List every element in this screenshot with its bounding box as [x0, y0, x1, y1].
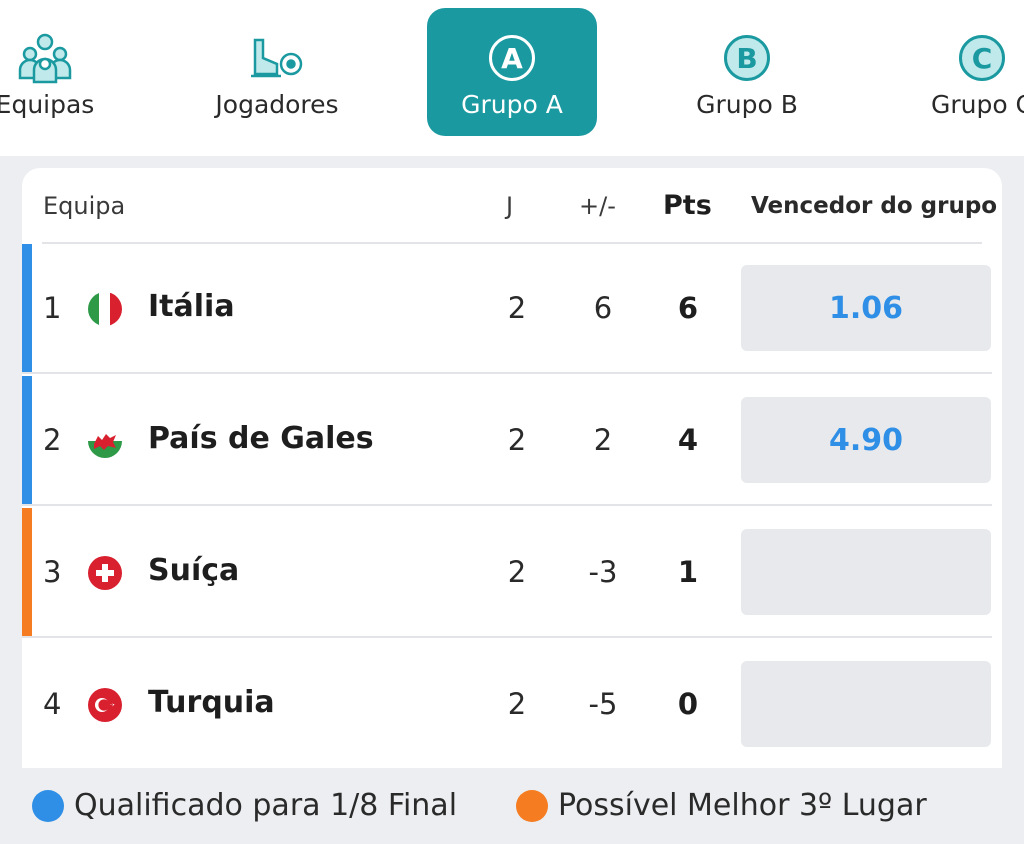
tab-label: Grupo A: [461, 90, 563, 119]
switzerland-flag-icon: [88, 556, 122, 590]
row-played: 2: [507, 555, 527, 589]
row-played: 2: [507, 291, 527, 325]
row-divider: [22, 636, 992, 638]
row-position: 3: [43, 555, 62, 589]
header-divider: [42, 242, 982, 244]
row-goal-diff: 2: [593, 423, 613, 457]
letter-a-badge-icon: A: [482, 30, 542, 86]
group-winner-odds-button[interactable]: [741, 529, 991, 615]
legend: Qualificado para 1/8 Final Possível Melh…: [0, 768, 1024, 844]
table-row[interactable]: 2 País de Gales 2 2 4 4.90: [22, 376, 1002, 506]
blue-dot-icon: [32, 789, 64, 822]
row-team-name: País de Gales: [148, 421, 374, 456]
header-points: Pts: [663, 190, 712, 221]
legend-qualified: Qualificado para 1/8 Final: [32, 788, 457, 823]
row-position: 4: [43, 687, 62, 721]
group-winner-odds-button[interactable]: [741, 661, 991, 747]
row-goal-diff: -3: [588, 555, 618, 589]
table-row[interactable]: 4 Turquia 2 -5 0: [22, 640, 1002, 768]
row-played: 2: [507, 687, 527, 721]
row-played: 2: [507, 423, 527, 457]
legend-possible-third-label: Possível Melhor 3º Lugar: [558, 788, 927, 823]
row-points: 4: [677, 423, 699, 457]
row-position: 2: [43, 423, 62, 457]
player-boot-ball-icon: [247, 30, 307, 86]
teams-icon: [15, 30, 75, 86]
table-header: Equipa J +/- Pts Vencedor do grupo: [22, 168, 1002, 244]
tab-label: Grupo C: [930, 90, 1024, 119]
header-team: Equipa: [43, 192, 126, 220]
wales-flag-icon: [88, 424, 122, 458]
tab-equipas[interactable]: Equipas: [0, 8, 130, 136]
row-team-name: Itália: [148, 289, 235, 324]
row-points: 0: [677, 687, 699, 721]
italy-flag-icon: [88, 292, 122, 326]
row-goal-diff: 6: [593, 291, 613, 325]
qualified-indicator: [22, 244, 32, 374]
row-position: 1: [43, 291, 62, 325]
row-divider: [22, 504, 992, 506]
tab-jogadores[interactable]: Jogadores: [192, 8, 362, 136]
legend-possible-third: Possível Melhor 3º Lugar: [516, 788, 927, 823]
row-points: 6: [677, 291, 699, 325]
qualified-indicator: [22, 376, 32, 506]
orange-dot-icon: [516, 789, 548, 822]
tab-grupo-b[interactable]: B Grupo B: [662, 8, 832, 136]
row-team-name: Turquia: [148, 685, 275, 720]
row-goal-diff: -5: [588, 687, 618, 721]
header-played: J: [506, 192, 514, 220]
standings-table: Equipa J +/- Pts Vencedor do grupo 1 Itá…: [22, 168, 1002, 768]
tab-grupo-a[interactable]: A Grupo A: [427, 8, 597, 136]
row-team-name: Suíça: [148, 553, 240, 588]
table-row[interactable]: 1 Itália 2 6 6 1.06: [22, 244, 1002, 374]
tab-grupo-c[interactable]: C Grupo C: [897, 8, 1024, 136]
turkey-flag-icon: [88, 688, 122, 722]
letter-c-badge-icon: C: [952, 30, 1012, 86]
group-tab-bar: Equipas Jogadores A Grupo A B Grupo B: [0, 0, 1024, 156]
possible-third-indicator: [22, 508, 32, 638]
group-winner-odds-button[interactable]: 4.90: [741, 397, 991, 483]
header-group-winner: Vencedor do grupo: [751, 193, 998, 219]
header-goal-diff: +/-: [579, 192, 616, 220]
tab-label: Equipas: [0, 90, 95, 119]
tab-label: Jogadores: [215, 90, 339, 119]
letter-b-badge-icon: B: [717, 30, 777, 86]
table-row[interactable]: 3 Suíça 2 -3 1: [22, 508, 1002, 638]
row-points: 1: [677, 555, 699, 589]
row-divider: [22, 372, 992, 374]
group-winner-odds-button[interactable]: 1.06: [741, 265, 991, 351]
legend-qualified-label: Qualificado para 1/8 Final: [74, 788, 458, 823]
tab-label: Grupo B: [696, 90, 798, 119]
